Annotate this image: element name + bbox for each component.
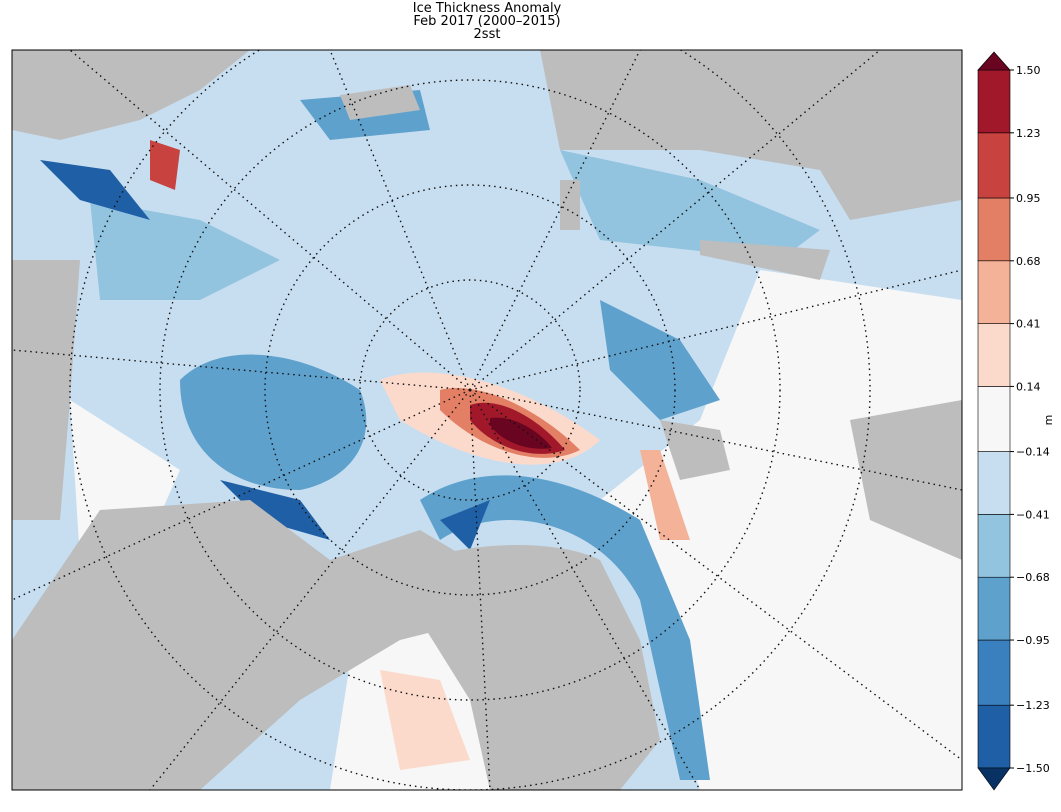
map-run: 2sst (474, 27, 501, 42)
colorbar-bin (977, 704, 1011, 769)
colorbar-over (977, 51, 1011, 71)
colorbar-tick-label: 0.95 (1016, 192, 1041, 205)
colorbar-tick-label: −1.50 (1016, 762, 1050, 775)
colorbar-tick-label: −0.14 (1016, 446, 1050, 459)
colorbar-tick-label: −0.41 (1016, 508, 1050, 521)
colorbar-tick-label: 0.14 (1016, 380, 1041, 393)
colorbar-bin (977, 260, 1011, 324)
map (11, 49, 963, 791)
colorbar-bin (977, 132, 1011, 199)
colorbar-tick-label: −0.68 (1016, 571, 1050, 584)
colorbar-tick-label: −0.95 (1016, 634, 1050, 647)
colorbar-tick-label: 0.68 (1016, 255, 1041, 268)
colorbar-tick-label: −1.23 (1016, 699, 1050, 712)
colorbar-tick-label: 1.23 (1016, 127, 1041, 140)
colorbar-bin (977, 514, 1011, 578)
colorbar-bin (977, 386, 1011, 452)
map-title: Ice Thickness Anomaly (413, 1, 562, 16)
colorbar-tick-label: 1.50 (1016, 64, 1041, 77)
colorbar-bin (977, 323, 1011, 387)
colorbar-under (977, 767, 1011, 791)
colorbar: −1.50 −1.23 −0.95 −0.68 −0.41 −0.14 0.14 0.41 0.… (977, 51, 1050, 791)
colorbar-tick-label: 0.41 (1016, 318, 1041, 331)
colorbar-bin (977, 639, 1011, 706)
map-subtitle: Feb 2017 (2000–2015) (413, 14, 560, 29)
colorbar-bin (977, 451, 1011, 515)
colorbar-bin (977, 197, 1011, 262)
colorbar-bin (977, 576, 1011, 641)
colorbar-bin (977, 69, 1011, 134)
colorbar-label: m (1042, 415, 1055, 426)
